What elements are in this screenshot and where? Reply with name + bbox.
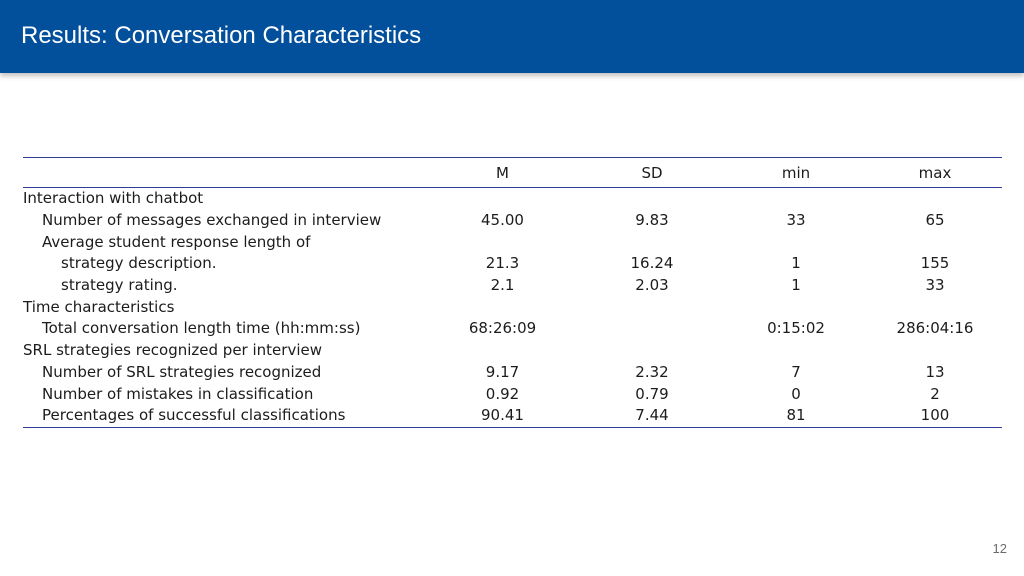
table-row: Percentages of successful classification… (23, 404, 1002, 428)
header-sd: SD (580, 157, 724, 188)
cell-max: 155 (920, 254, 950, 273)
table-row: Number of mistakes in classification 0.92… (23, 383, 1002, 405)
cell-min: 1 (791, 254, 801, 273)
row-label: Percentages of successful classification… (23, 404, 425, 428)
cell-min (724, 231, 868, 253)
table-row: strategy rating. 2.1 2.03 1 33 (23, 275, 1002, 297)
row-label: Interaction with chatbot (23, 189, 204, 208)
cell-m: 0.92 (485, 384, 520, 403)
row-label: strategy rating. (61, 276, 178, 295)
cell-sd: 16.24 (630, 254, 674, 273)
cell-max (868, 340, 1002, 362)
row-label: strategy description. (61, 254, 217, 273)
cell-sd: 0.79 (635, 384, 669, 403)
cell-m: 2.1 (490, 276, 515, 295)
cell-sd: 7.44 (580, 404, 724, 428)
row-label: Time characteristics (23, 297, 175, 316)
cell-m (425, 340, 580, 362)
cell-sd (580, 318, 724, 340)
cell-max: 13 (925, 362, 945, 381)
table-header-row: M SD min max (23, 157, 1002, 188)
cell-m: 21.3 (485, 254, 520, 273)
slide-header: Results: Conversation Characteristics (0, 0, 1024, 73)
header-label (23, 157, 425, 188)
cell-max: 286:04:16 (896, 319, 974, 338)
table-row: strategy description. 21.3 16.24 1 155 (23, 253, 1002, 275)
cell-sd: 2.03 (635, 276, 669, 295)
header-min: min (724, 157, 868, 188)
cell-min: 7 (791, 362, 801, 381)
cell-m: 90.41 (425, 404, 580, 428)
cell-m: 9.17 (485, 362, 520, 381)
row-label: Total conversation length time (hh:mm:ss… (42, 319, 361, 338)
cell-max: 65 (925, 211, 945, 230)
table-row: SRL strategies recognized per interview (23, 340, 1002, 362)
results-table: M SD min max Interaction with chatbot Num… (23, 157, 1002, 428)
cell-m (425, 231, 580, 253)
cell-max: 100 (868, 404, 1002, 428)
cell-sd (580, 340, 724, 362)
table-row: Average student response length of (23, 231, 1002, 253)
cell-min: 1 (791, 276, 801, 295)
table-row: Total conversation length time (hh:mm:ss… (23, 318, 1002, 340)
cell-max (868, 188, 1002, 210)
cell-m (425, 296, 580, 318)
cell-min: 81 (724, 404, 868, 428)
slide-title: Results: Conversation Characteristics (21, 22, 422, 49)
cell-sd (580, 231, 724, 253)
cell-min: 0 (791, 384, 801, 403)
header-max: max (868, 157, 1002, 188)
results-table-container: M SD min max Interaction with chatbot Num… (23, 157, 1002, 428)
cell-sd: 2.32 (635, 362, 669, 381)
cell-sd (580, 296, 724, 318)
table-row: Interaction with chatbot (23, 188, 1002, 210)
table-row: Number of SRL strategies recognized 9.17 2… (23, 362, 1002, 384)
row-label: Average student response length of (42, 232, 311, 251)
row-label: Number of messages exchanged in intervie… (42, 211, 382, 230)
cell-min (724, 340, 868, 362)
cell-max: 2 (930, 384, 940, 403)
table-row: Number of messages exchanged in intervie… (23, 210, 1002, 232)
row-label: Number of SRL strategies recognized (42, 362, 322, 381)
table-row: Time characteristics (23, 296, 1002, 318)
header-m: M (425, 157, 580, 188)
cell-min (724, 188, 868, 210)
cell-min: 0:15:02 (767, 319, 825, 338)
cell-m: 45.00 (481, 211, 524, 230)
cell-min (724, 296, 868, 318)
cell-sd (580, 188, 724, 210)
row-label: Number of mistakes in classification (42, 384, 314, 403)
cell-max (868, 296, 1002, 318)
cell-min: 33 (786, 211, 806, 230)
cell-m: 68:26:09 (468, 319, 537, 338)
page-number: 12 (992, 541, 1007, 556)
cell-m (425, 188, 580, 210)
row-label: SRL strategies recognized per interview (23, 341, 322, 360)
table-body: Interaction with chatbot Number of messag… (23, 188, 1002, 428)
cell-max (868, 231, 1002, 253)
cell-sd: 9.83 (635, 211, 669, 230)
cell-max: 33 (925, 276, 945, 295)
